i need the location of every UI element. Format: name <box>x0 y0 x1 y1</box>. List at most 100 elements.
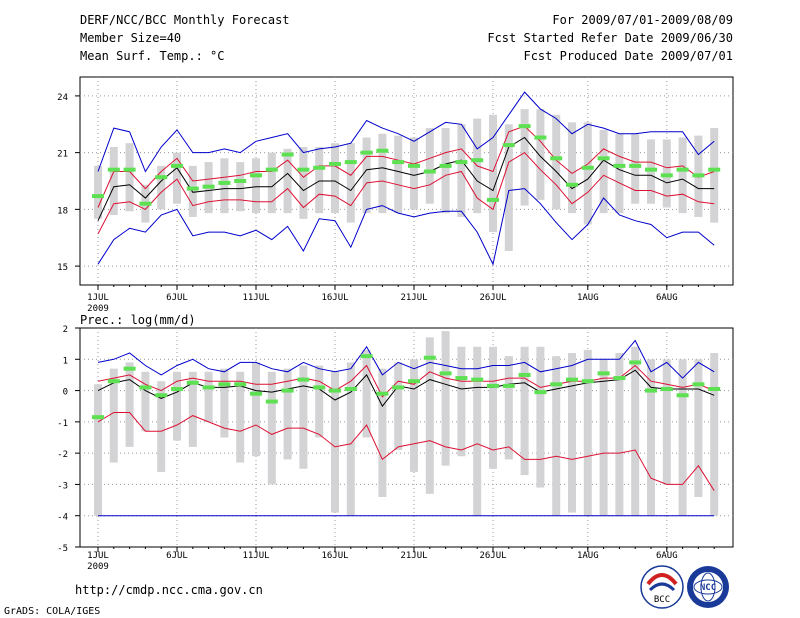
median-marker-14 <box>297 167 310 172</box>
median-marker-13 <box>281 388 294 393</box>
x-tick-label: 16JUL <box>321 293 348 303</box>
box-34 <box>615 133 624 214</box>
box-6 <box>173 152 181 204</box>
box-11 <box>252 362 260 457</box>
median-marker-40 <box>708 387 721 392</box>
mean-line <box>97 136 715 221</box>
median-marker-4 <box>139 201 152 206</box>
median-marker-39 <box>692 382 705 387</box>
box-9 <box>220 158 229 214</box>
ncc-logo-label: NCC <box>700 583 716 593</box>
box-22 <box>425 337 434 494</box>
box-26 <box>489 346 497 469</box>
median-marker-16 <box>329 388 341 393</box>
y-tick-label: 15 <box>57 263 68 273</box>
x-tick-label: 16JUL <box>321 551 348 561</box>
median-marker-2 <box>107 167 120 172</box>
median-marker-37 <box>660 387 673 392</box>
box-32 <box>583 349 592 516</box>
median-marker-1 <box>92 415 104 420</box>
x-tick-label: 26JUL <box>479 293 506 303</box>
box-33 <box>599 129 608 214</box>
median-marker-37 <box>660 173 673 178</box>
median-marker-13 <box>281 152 294 157</box>
x-tick-label: 1JUL <box>87 551 109 561</box>
box-37 <box>662 359 671 485</box>
header-title: DERF/NCC/BCC Monthly Forecast <box>80 13 290 27</box>
median-marker-33 <box>597 371 610 376</box>
x-tick-label: 6AUG <box>656 293 678 303</box>
box-20 <box>394 135 403 214</box>
median-marker-7 <box>186 380 199 385</box>
x-year-label: 2009 <box>87 562 109 572</box>
median-marker-20 <box>392 385 405 390</box>
box-24 <box>457 346 466 457</box>
box-7 <box>188 371 197 447</box>
x-tick-label: 6JUL <box>166 551 188 561</box>
y-tick-label: 24 <box>57 93 68 103</box>
median-marker-21 <box>408 379 420 384</box>
median-marker-17 <box>344 387 357 392</box>
box-27 <box>504 356 513 460</box>
box-8 <box>204 371 213 422</box>
box-34 <box>615 353 624 516</box>
median-marker-40 <box>708 167 721 172</box>
median-marker-19 <box>376 391 389 396</box>
box-17 <box>346 362 355 516</box>
median-marker-28 <box>518 124 531 129</box>
box-19 <box>378 133 387 214</box>
box-12 <box>267 152 276 214</box>
box-36 <box>647 359 655 516</box>
median-marker-6 <box>171 163 183 168</box>
min-line <box>97 188 715 266</box>
median-marker-18 <box>360 150 373 155</box>
box-14 <box>299 365 308 469</box>
box-16 <box>331 143 339 214</box>
median-marker-27 <box>502 383 515 388</box>
y-tick-label: -2 <box>57 450 68 460</box>
box-38 <box>678 137 687 214</box>
box-29 <box>536 109 545 200</box>
grads-credit: GrADS: COLA/IGES <box>4 606 100 617</box>
median-marker-11 <box>250 391 262 396</box>
header-period: For 2009/07/01-2009/08/09 <box>552 13 733 27</box>
median-marker-26 <box>487 197 499 202</box>
median-marker-14 <box>297 377 310 382</box>
x-tick-label: 1AUG <box>577 293 599 303</box>
median-marker-26 <box>487 383 499 388</box>
median-marker-25 <box>471 377 484 382</box>
precipitation-title: Prec.: log(mm/d) <box>80 313 196 327</box>
median-marker-10 <box>234 382 247 387</box>
median-marker-34 <box>613 376 626 381</box>
median-marker-12 <box>265 399 278 404</box>
median-marker-4 <box>139 385 152 390</box>
median-marker-7 <box>186 186 199 191</box>
median-marker-32 <box>581 165 594 170</box>
median-marker-23 <box>439 371 452 376</box>
median-marker-8 <box>202 184 215 189</box>
box-1 <box>94 384 102 516</box>
box-19 <box>378 368 387 497</box>
median-marker-29 <box>534 135 547 140</box>
median-marker-24 <box>455 376 468 381</box>
box-18 <box>362 137 371 214</box>
y-tick-label: -1 <box>57 419 68 429</box>
box-35 <box>631 133 640 204</box>
x-tick-label: 1JUL <box>87 293 109 303</box>
y-tick-label: -4 <box>57 513 68 523</box>
box-27 <box>504 124 513 251</box>
median-marker-33 <box>597 156 610 161</box>
median-marker-3 <box>123 167 136 172</box>
box-6 <box>173 371 181 441</box>
box-12 <box>267 371 276 485</box>
box-30 <box>552 356 561 516</box>
x-tick-label: 11JUL <box>242 293 269 303</box>
box-31 <box>568 353 576 513</box>
median-marker-20 <box>392 160 405 165</box>
x-tick-label: 6JUL <box>166 293 188 303</box>
x-tick-label: 21JUL <box>400 293 427 303</box>
box-26 <box>489 114 497 233</box>
x-year-label: 2009 <box>87 304 109 314</box>
